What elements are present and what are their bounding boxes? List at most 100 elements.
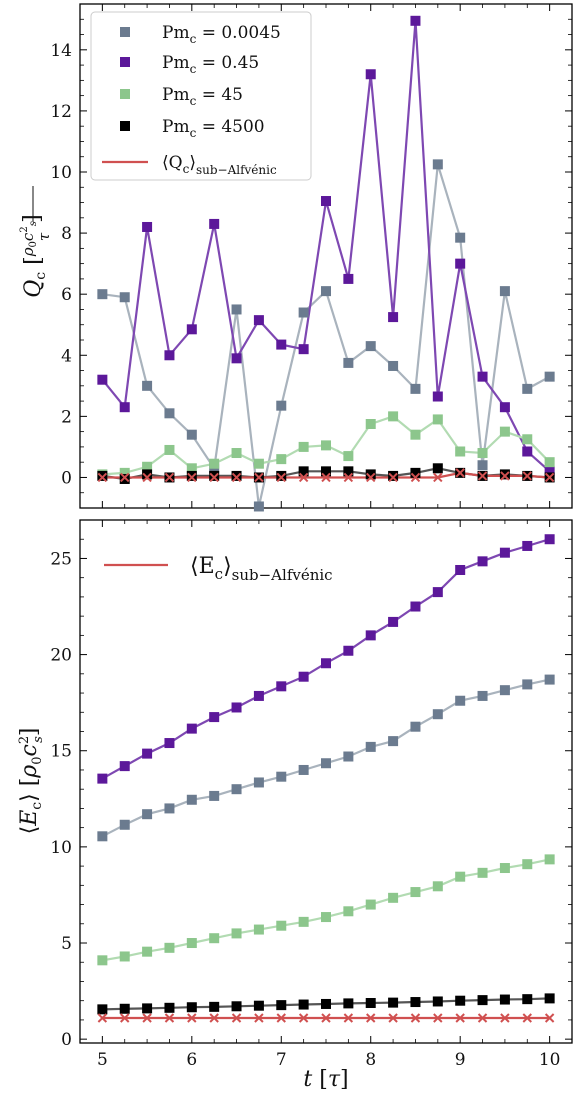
bottom-series-1-point (432, 587, 443, 598)
top-series-3-point (343, 466, 354, 477)
top-series-0-point (97, 289, 108, 300)
bottom-series-3-point (231, 1001, 242, 1012)
bottom-y-tick-label: 20 (50, 646, 72, 666)
top-legend-box (90, 11, 312, 181)
top-series-0-point (544, 371, 555, 382)
x-axis-label: t [τ] (303, 1067, 348, 1092)
top-series-4-point (410, 472, 421, 483)
bottom-series-4-point (321, 1013, 331, 1023)
bottom-series-0-point (164, 803, 175, 814)
bottom-series-1-point (164, 738, 175, 749)
bottom-series-2-point (477, 867, 488, 878)
top-series-1-point (499, 402, 510, 413)
top-series-1-point (410, 15, 421, 26)
bottom-series-2-point (276, 920, 287, 931)
bottom-series-3-point (388, 997, 399, 1008)
bottom-series-0-point (388, 736, 399, 747)
bottom-series-1-point (119, 761, 130, 772)
top-legend-label-2: Pmc = 45 (162, 85, 243, 108)
bottom-series-4-point (254, 1013, 264, 1023)
top-series-3-point (231, 470, 242, 481)
top-series-4-point (366, 472, 376, 483)
bottom-series-3-point (186, 1002, 197, 1013)
top-legend-swatch-2 (120, 89, 130, 99)
bottom-series-4-point (388, 1013, 398, 1023)
bottom-series-0-point (321, 758, 331, 769)
bottom-legend: ⟨Ec⟩sub−Alfvénic (104, 554, 333, 584)
top-legend-label-4: ⟨Qc⟩sub−Alfvénic (162, 153, 277, 177)
bottom-series-3-point (365, 998, 376, 1009)
top-series-4-point (164, 472, 175, 483)
bottom-series-4-point (142, 1013, 152, 1023)
top-series-0-point (142, 380, 153, 391)
top-series-4-point (522, 471, 532, 481)
top-series-3-point (499, 469, 510, 480)
bottom-series-0-point (142, 809, 153, 820)
top-series-3-point (119, 473, 130, 484)
bottom-series-2-point (119, 951, 130, 962)
bottom-series-2-point (388, 892, 399, 903)
top-series-3-point (432, 463, 443, 474)
top-legend-swatch-0 (120, 27, 130, 37)
bottom-series-3-point (164, 1002, 175, 1013)
top-y-tick-label: 14 (50, 41, 72, 61)
top-series-1-point (343, 273, 354, 284)
bottom-x-tick-label: 7 (276, 1050, 287, 1070)
top-ticks: 0 2 4 6 8 10 12 14 (50, 3, 573, 509)
svg-text:Qc [ρ0c2sτ]: Qc [ρ0c2sτ] (19, 214, 53, 298)
bottom-series-1-point (209, 712, 220, 723)
bottom-ticks: 5 6 7 8 9 10 0 5 10 15 20 25 (50, 519, 573, 1070)
top-series-4-point (298, 472, 309, 483)
top-series-0-point (164, 408, 175, 419)
top-series-0-point (253, 501, 264, 512)
bottom-series-3-point (253, 1000, 264, 1011)
bottom-series-1-point (410, 601, 421, 612)
bottom-series-3-point (142, 1003, 153, 1014)
bottom-y-tick-label: 25 (50, 549, 72, 569)
top-series-0-point (276, 400, 287, 411)
bottom-series-0-point (276, 771, 287, 782)
top-series-1-point (298, 344, 309, 355)
top-y-tick-label: 10 (50, 163, 72, 183)
top-series-3-point (298, 466, 309, 477)
bottom-series-4-point (164, 1013, 175, 1023)
top-series-0-point (365, 341, 376, 352)
bottom-series-0-point (253, 777, 264, 788)
top-series-2-point (321, 440, 331, 451)
top-series-0-point (455, 232, 466, 243)
bottom-series-1-point (522, 540, 533, 551)
top-series-4-point (388, 472, 398, 483)
bottom-series-1-point (477, 556, 488, 567)
bottom-series-0-point (499, 685, 510, 696)
top-series-1-point (544, 466, 555, 477)
bottom-series-3-point (522, 994, 533, 1005)
bottom-y-tick-label: 15 (50, 742, 72, 762)
bottom-series-0-point (343, 751, 354, 762)
top-series-4-point (455, 468, 465, 478)
bottom-series-1-point (253, 690, 264, 701)
bottom-series-3-point (343, 998, 354, 1009)
top-series-2-point (455, 446, 466, 457)
bottom-series-2-point (321, 912, 331, 923)
top-series-2-point (231, 448, 242, 459)
bottom-series-1-point (298, 671, 309, 682)
top-series-3-point (365, 469, 376, 480)
top-series-3-point (97, 470, 108, 481)
top-series-3-point (142, 469, 153, 480)
bottom-series-4-point (231, 1013, 242, 1023)
bottom-series-0-point (298, 764, 309, 775)
top-series-0-point (298, 307, 309, 318)
top-series-2-point (164, 444, 175, 455)
top-series-3-point (186, 470, 197, 481)
top-series-2-point (186, 463, 197, 474)
bottom-x-tick-label: 8 (365, 1050, 376, 1070)
top-series-2-point (544, 457, 555, 468)
bottom-series-3-point (499, 994, 510, 1005)
top-series-2-point (410, 429, 421, 440)
bottom-series-4-point (500, 1013, 510, 1023)
bottom-series-3-point (455, 995, 466, 1006)
bottom-x-tick-label: 5 (97, 1050, 108, 1070)
top-series-0-point (119, 292, 130, 303)
top-series-2-point (119, 467, 130, 478)
bottom-series-1-point (276, 681, 287, 692)
